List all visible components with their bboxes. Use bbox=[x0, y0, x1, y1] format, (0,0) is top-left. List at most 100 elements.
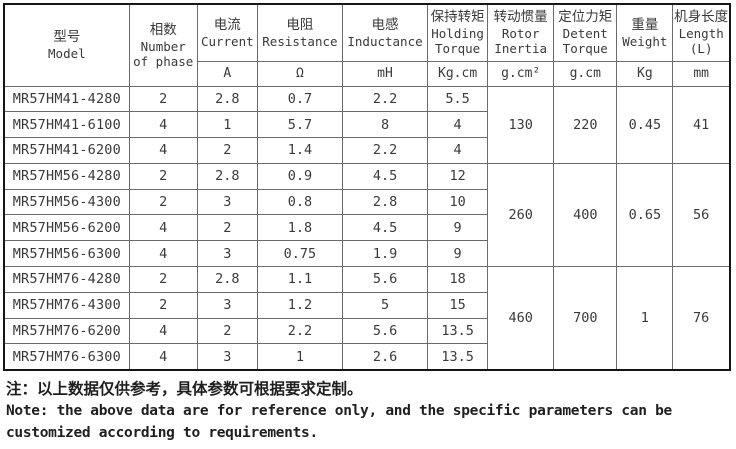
resistance-cell: 0.75 bbox=[256, 240, 343, 268]
inductance-cell: 2.2 bbox=[341, 137, 429, 164]
motor-spec-table: 型号 Model 相数 Number of phase 电流 Current 电… bbox=[3, 3, 731, 371]
holding-torque-cell: 9 bbox=[427, 240, 489, 268]
weight-cell: 0.45 bbox=[616, 85, 674, 164]
length-cell: 76 bbox=[672, 266, 731, 371]
holding-torque-cell: 13.5 bbox=[427, 317, 489, 345]
col-header-rotor-inertia-en: Rotor Inertia bbox=[494, 26, 548, 57]
phase-cell: 4 bbox=[128, 214, 198, 242]
table-row: MR57HM56-4280 2 2.8 0.9 4.5 12 260 400 0… bbox=[3, 162, 731, 268]
col-header-phase-cn: 相数 bbox=[149, 21, 177, 38]
current-cell: 2 bbox=[196, 214, 258, 242]
col-header-current-en: Current bbox=[200, 33, 254, 49]
model-cell: MR57HM56-4300 bbox=[3, 188, 130, 216]
col-header-length-cn: 机身长度 bbox=[674, 9, 729, 26]
model-cell: MR57HM76-6300 bbox=[3, 343, 130, 371]
inductance-cell: 5.6 bbox=[341, 317, 429, 345]
resistance-cell: 1.8 bbox=[256, 214, 343, 242]
col-header-detent-torque: 定位力矩 Detent Torque bbox=[553, 3, 618, 62]
footnote: 注：以上数据仅供参考，具体参数可根据要求定制。 Note: the above … bbox=[6, 378, 736, 445]
length-cell: 56 bbox=[672, 162, 731, 268]
inductance-cell: 2.8 bbox=[341, 188, 429, 216]
model-cell: MR57HM56-6300 bbox=[3, 240, 130, 268]
rotor-inertia-cell: 130 bbox=[487, 85, 555, 164]
col-header-detent-torque-cn: 定位力矩 bbox=[558, 9, 613, 26]
phase-cell: 2 bbox=[128, 85, 198, 113]
detent-torque-cell: 400 bbox=[553, 162, 618, 268]
inductance-cell: 5 bbox=[341, 291, 429, 319]
current-cell: 3 bbox=[196, 343, 258, 371]
col-header-resistance-cn: 电阻 bbox=[286, 16, 314, 33]
footnote-english-line2: customized according to requirements. bbox=[6, 425, 318, 442]
model-cell: MR57HM76-6200 bbox=[3, 317, 130, 345]
current-cell: 2.8 bbox=[196, 162, 258, 190]
inductance-cell: 2.6 bbox=[341, 343, 429, 371]
col-header-model: 型号 Model bbox=[3, 3, 130, 87]
model-cell: MR57HM76-4300 bbox=[3, 291, 130, 319]
detent-torque-cell: 220 bbox=[553, 85, 618, 164]
resistance-cell: 0.8 bbox=[256, 188, 343, 216]
col-header-weight: 重量 Weight bbox=[616, 3, 674, 62]
col-header-holding-torque: 保持转矩 Holding Torque bbox=[427, 3, 489, 62]
length-cell: 41 bbox=[672, 85, 731, 164]
table-row: MR57HM56-6300 4 3 0.75 1.9 9 bbox=[3, 240, 730, 268]
current-cell: 2 bbox=[196, 137, 258, 164]
table-row: MR57HM76-6300 4 3 1 2.6 13.5 bbox=[3, 343, 730, 371]
col-header-length-en: Length (L) bbox=[678, 26, 724, 57]
model-cell: MR57HM41-6200 bbox=[3, 137, 130, 164]
holding-torque-cell: 5.5 bbox=[427, 85, 489, 113]
col-header-holding-torque-cn: 保持转矩 bbox=[430, 9, 485, 26]
unit-current: A bbox=[196, 60, 258, 87]
unit-length: mm bbox=[672, 60, 731, 87]
col-header-phase: 相数 Number of phase bbox=[128, 3, 198, 87]
phase-cell: 2 bbox=[128, 266, 198, 293]
current-cell: 3 bbox=[196, 291, 258, 319]
resistance-cell: 2.2 bbox=[256, 317, 343, 345]
table-row: MR57HM41-4280 2 2.8 0.7 2.2 5.5 130 220 … bbox=[3, 85, 731, 164]
inductance-cell: 2.2 bbox=[341, 85, 429, 113]
col-header-current-cn: 电流 bbox=[213, 16, 241, 33]
resistance-cell: 0.9 bbox=[256, 162, 343, 190]
holding-torque-cell: 13.5 bbox=[427, 343, 489, 371]
holding-torque-cell: 15 bbox=[427, 291, 489, 319]
resistance-cell: 5.7 bbox=[256, 111, 343, 139]
col-header-rotor-inertia: 转动惯量 Rotor Inertia bbox=[487, 3, 555, 62]
phase-cell: 4 bbox=[128, 343, 198, 371]
model-cell: MR57HM76-4280 bbox=[3, 266, 130, 293]
resistance-cell: 1.1 bbox=[256, 266, 343, 293]
model-cell: MR57HM56-6200 bbox=[3, 214, 130, 242]
model-cell: MR57HM41-4280 bbox=[3, 85, 130, 113]
current-cell: 3 bbox=[196, 240, 258, 268]
current-cell: 2 bbox=[196, 317, 258, 345]
resistance-cell: 1.4 bbox=[256, 137, 343, 164]
holding-torque-cell: 12 bbox=[427, 162, 489, 190]
col-header-weight-en: Weight bbox=[622, 33, 668, 49]
rotor-inertia-cell: 260 bbox=[487, 162, 555, 268]
holding-torque-cell: 18 bbox=[427, 266, 489, 293]
col-header-resistance: 电阻 Resistance bbox=[256, 3, 343, 62]
unit-rotor-inertia: g.cm² bbox=[487, 60, 555, 87]
col-header-model-cn: 型号 bbox=[53, 29, 81, 46]
phase-cell: 2 bbox=[128, 162, 198, 190]
unit-resistance: Ω bbox=[256, 60, 343, 87]
inductance-cell: 8 bbox=[341, 111, 429, 139]
col-header-phase-en: Number of phase bbox=[133, 38, 194, 69]
rotor-inertia-cell: 460 bbox=[487, 266, 555, 371]
current-cell: 3 bbox=[196, 188, 258, 216]
holding-torque-cell: 4 bbox=[427, 111, 489, 139]
col-header-weight-cn: 重量 bbox=[631, 16, 659, 33]
resistance-cell: 1.2 bbox=[256, 291, 343, 319]
phase-cell: 2 bbox=[128, 188, 198, 216]
resistance-cell: 0.7 bbox=[256, 85, 343, 113]
col-header-resistance-en: Resistance bbox=[262, 33, 338, 49]
current-cell: 1 bbox=[196, 111, 258, 139]
table-row: MR57HM76-6200 4 2 2.2 5.6 13.5 bbox=[3, 317, 730, 345]
detent-torque-cell: 700 bbox=[553, 266, 618, 371]
holding-torque-cell: 9 bbox=[427, 214, 489, 242]
unit-holding-torque: Kg.cm bbox=[427, 60, 489, 87]
table-row: MR57HM76-4280 2 2.8 1.1 5.6 18 460 700 1… bbox=[3, 266, 731, 371]
inductance-cell: 5.6 bbox=[341, 266, 429, 293]
unit-inductance: mH bbox=[341, 60, 429, 87]
col-header-holding-torque-en: Holding Torque bbox=[431, 26, 484, 57]
inductance-cell: 4.5 bbox=[341, 214, 429, 242]
model-cell: MR57HM56-4280 bbox=[3, 162, 130, 190]
